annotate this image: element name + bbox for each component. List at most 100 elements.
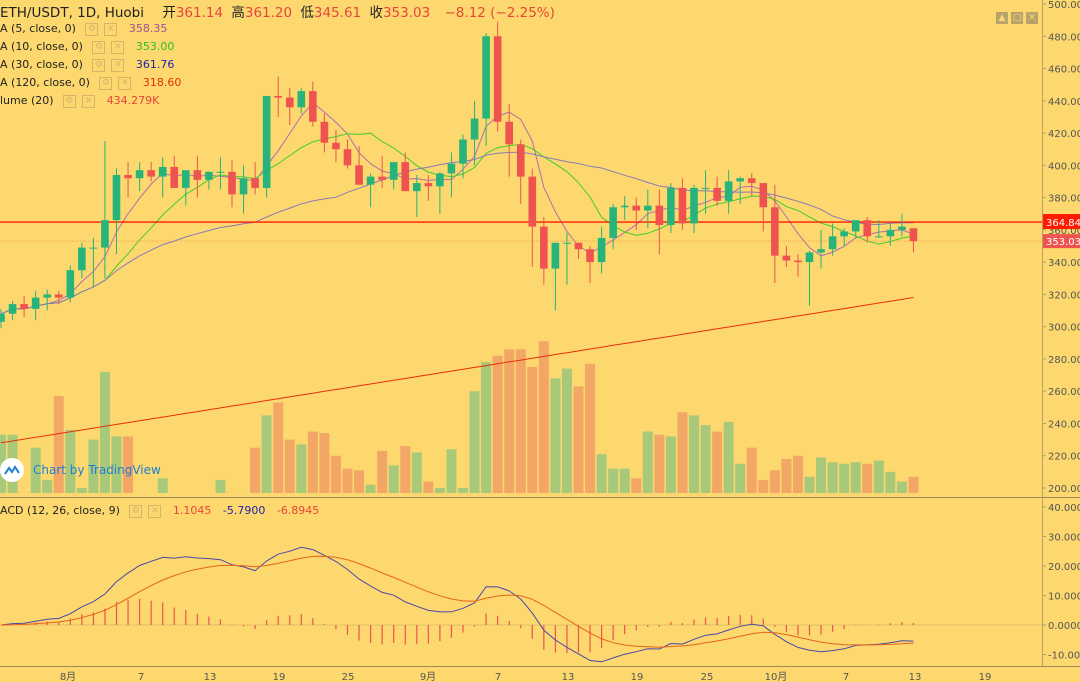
candle bbox=[632, 205, 641, 211]
candle bbox=[158, 166, 167, 177]
symbol-header: ETH/USDT, 1D, Huobi 开361.14 高361.20 低345… bbox=[0, 1, 559, 21]
price-tick-label: 220.00 bbox=[1048, 452, 1080, 463]
settings-icon[interactable]: ⚙ bbox=[129, 504, 143, 518]
price-tick-label: 500.00 bbox=[1048, 0, 1080, 11]
candle bbox=[782, 255, 791, 261]
close-icon[interactable]: ✕ bbox=[111, 40, 125, 54]
candle bbox=[609, 207, 617, 238]
indicator-macd[interactable]: ACD (12, 26, close, 9) ⚙ ✕ 1.1045 -5.7900… bbox=[0, 503, 319, 519]
settings-icon[interactable]: ⚙ bbox=[99, 76, 113, 90]
price-tick-label: 380.00 bbox=[1048, 194, 1080, 205]
candle bbox=[135, 170, 144, 179]
time-tick-label: 19 bbox=[631, 672, 644, 682]
volume-bar bbox=[758, 479, 769, 493]
settings-icon[interactable]: ⚙ bbox=[85, 22, 99, 36]
candle bbox=[470, 118, 479, 140]
candle bbox=[586, 249, 594, 263]
candle bbox=[124, 175, 132, 179]
indicator-ma30[interactable]: A (30, close, 0) ⚙ ✕ 361.76 bbox=[0, 57, 174, 73]
candle bbox=[516, 144, 525, 177]
volume-bar bbox=[458, 488, 468, 493]
candle bbox=[574, 242, 583, 250]
pane-up-icon[interactable]: ▲ bbox=[996, 12, 1008, 24]
candle bbox=[678, 187, 687, 224]
volume-bar bbox=[307, 431, 318, 493]
settings-icon[interactable]: ⚙ bbox=[92, 40, 106, 54]
ma120-line bbox=[0, 297, 914, 444]
close-icon[interactable]: ✕ bbox=[118, 76, 132, 90]
close-icon[interactable]: ✕ bbox=[82, 94, 96, 108]
tradingview-watermark[interactable]: Chart by TradingView bbox=[0, 458, 161, 482]
volume-bar bbox=[319, 433, 330, 493]
volume-bar bbox=[354, 470, 365, 493]
candle bbox=[285, 97, 294, 108]
high-value: 361.20 bbox=[244, 5, 293, 21]
indicator-label: A (30, close, 0) bbox=[0, 58, 83, 71]
candle bbox=[320, 121, 329, 143]
volume-bar bbox=[631, 478, 642, 493]
candle bbox=[851, 220, 860, 232]
candle bbox=[493, 36, 502, 122]
time-tick-label: 7 bbox=[138, 672, 144, 682]
price-line-badge bbox=[1043, 214, 1080, 230]
candle bbox=[193, 170, 202, 180]
price-tick-label: 240.00 bbox=[1048, 419, 1080, 430]
pane-controls: ▲ □ ✕ bbox=[996, 12, 1038, 24]
volume-bar bbox=[792, 455, 803, 493]
volume-bar bbox=[538, 341, 549, 493]
indicator-label: A (120, close, 0) bbox=[0, 76, 90, 89]
volume-bar bbox=[735, 463, 746, 493]
volume-bar bbox=[862, 463, 873, 493]
volume-bar bbox=[446, 449, 457, 493]
low-value: 345.61 bbox=[313, 5, 362, 21]
price-tick-label: 340.00 bbox=[1048, 258, 1080, 269]
candle bbox=[597, 237, 606, 263]
volume-bar bbox=[677, 412, 688, 493]
candle bbox=[817, 249, 825, 253]
close-icon[interactable]: ✕ bbox=[104, 22, 118, 36]
settings-icon[interactable]: ⚙ bbox=[63, 94, 77, 108]
open-value: 361.14 bbox=[175, 5, 224, 21]
volume-bar bbox=[42, 479, 53, 493]
close-icon[interactable]: ✕ bbox=[111, 58, 125, 72]
candles-series bbox=[0, 21, 918, 329]
candle bbox=[309, 91, 317, 122]
candle bbox=[251, 178, 259, 188]
candle bbox=[378, 176, 386, 180]
volume-bar bbox=[561, 368, 572, 493]
volume-bar bbox=[99, 371, 110, 493]
pane-maximize-icon[interactable]: □ bbox=[1011, 12, 1023, 24]
volume-bar bbox=[608, 468, 619, 493]
candle bbox=[112, 175, 121, 221]
candle bbox=[436, 173, 444, 187]
volume-bar bbox=[654, 434, 665, 493]
volume-bar bbox=[423, 481, 434, 493]
volume-bar bbox=[53, 396, 64, 493]
indicator-ma10[interactable]: A (10, close, 0) ⚙ ✕ 353.00 bbox=[0, 39, 174, 55]
candle bbox=[644, 205, 652, 211]
price-tick-label: 420.00 bbox=[1048, 129, 1080, 140]
candle bbox=[482, 36, 490, 119]
high-label: 高 bbox=[231, 5, 245, 21]
open-label: 开 bbox=[162, 5, 176, 21]
candle bbox=[262, 95, 271, 188]
indicator-volume[interactable]: lume (20) ⚙ ✕ 434.279K bbox=[0, 93, 159, 109]
volume-bar bbox=[585, 363, 596, 493]
volume-bar bbox=[665, 436, 676, 493]
low-label: 低 bbox=[300, 5, 314, 21]
candle bbox=[343, 149, 352, 166]
pane-close-icon[interactable]: ✕ bbox=[1026, 12, 1038, 24]
indicator-value: 353.00 bbox=[135, 40, 175, 53]
volume-bar bbox=[388, 465, 399, 493]
macd-value: -5.7900 bbox=[222, 504, 266, 517]
settings-icon[interactable]: ⚙ bbox=[92, 58, 106, 72]
close-icon[interactable]: ✕ bbox=[148, 504, 162, 518]
indicator-ma5[interactable]: A (5, close, 0) ⚙ ✕ 358.35 bbox=[0, 21, 167, 37]
tradingview-logo-icon bbox=[0, 458, 24, 482]
indicator-ma120[interactable]: A (120, close, 0) ⚙ ✕ 318.60 bbox=[0, 75, 181, 91]
volume-bar bbox=[873, 460, 884, 493]
price-tick-label: 260.00 bbox=[1048, 387, 1080, 398]
candle bbox=[459, 139, 467, 164]
price-tick-label: 440.00 bbox=[1048, 97, 1080, 108]
